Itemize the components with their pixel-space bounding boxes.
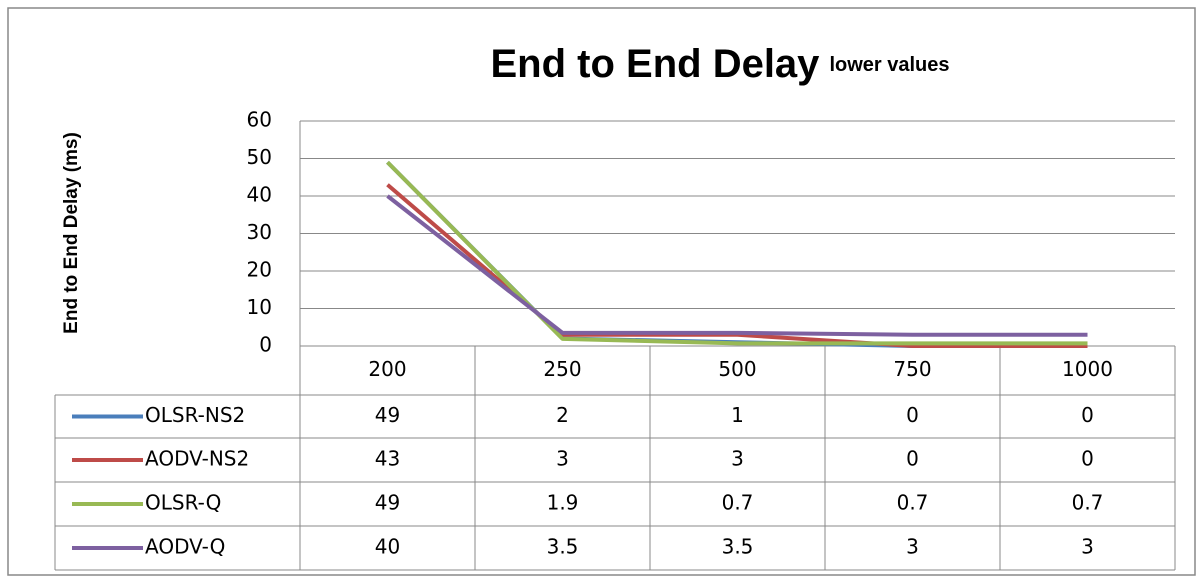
x-tick-label: 750 <box>893 357 931 381</box>
table-value: 0 <box>906 447 919 471</box>
table-value: 1 <box>731 403 744 427</box>
x-tick-label: 250 <box>543 357 581 381</box>
series-line <box>386 194 1088 337</box>
table-value: 3.5 <box>722 535 754 559</box>
y-tick-label: 0 <box>259 333 272 357</box>
y-tick-label: 20 <box>247 258 272 282</box>
table-value: 0 <box>906 403 919 427</box>
table-value: 0.7 <box>1072 491 1104 515</box>
table-value: 40 <box>375 535 400 559</box>
chart-title-group: End to End Delay lower values <box>491 42 950 86</box>
table-value: 0 <box>1081 403 1094 427</box>
x-tick-label: 1000 <box>1062 357 1113 381</box>
legend-label: AODV-Q <box>145 535 225 559</box>
y-axis-label: End to End Delay (ms) <box>61 132 82 334</box>
table-value: 43 <box>375 447 400 471</box>
table-value: 2 <box>556 403 569 427</box>
table-value: 3 <box>731 447 744 471</box>
chart-border <box>7 7 1196 576</box>
legend-label: OLSR-NS2 <box>145 403 245 427</box>
x-tick-label: 500 <box>718 357 756 381</box>
table-value: 3 <box>556 447 569 471</box>
table-value: 49 <box>375 491 400 515</box>
table-value: 0.7 <box>722 491 754 515</box>
table-value: 3 <box>906 535 919 559</box>
y-tick-label: 10 <box>247 295 272 319</box>
x-tick-label: 200 <box>368 357 406 381</box>
table-value: 49 <box>375 403 400 427</box>
y-tick-label: 30 <box>247 220 272 244</box>
chart-subtitle: lower values <box>829 54 949 76</box>
chart-title: End to End Delay <box>491 42 821 86</box>
y-tick-label: 50 <box>247 145 272 169</box>
series-line <box>386 160 1088 346</box>
table-value: 3.5 <box>547 535 579 559</box>
table-value: 1.9 <box>547 491 579 515</box>
table-value: 0 <box>1081 447 1094 471</box>
y-tick-label: 60 <box>247 108 272 132</box>
table-value: 3 <box>1081 535 1094 559</box>
y-tick-label: 40 <box>247 183 272 207</box>
table-value: 0.7 <box>897 491 929 515</box>
legend-label: OLSR-Q <box>145 491 221 515</box>
legend-label: AODV-NS2 <box>145 447 249 471</box>
